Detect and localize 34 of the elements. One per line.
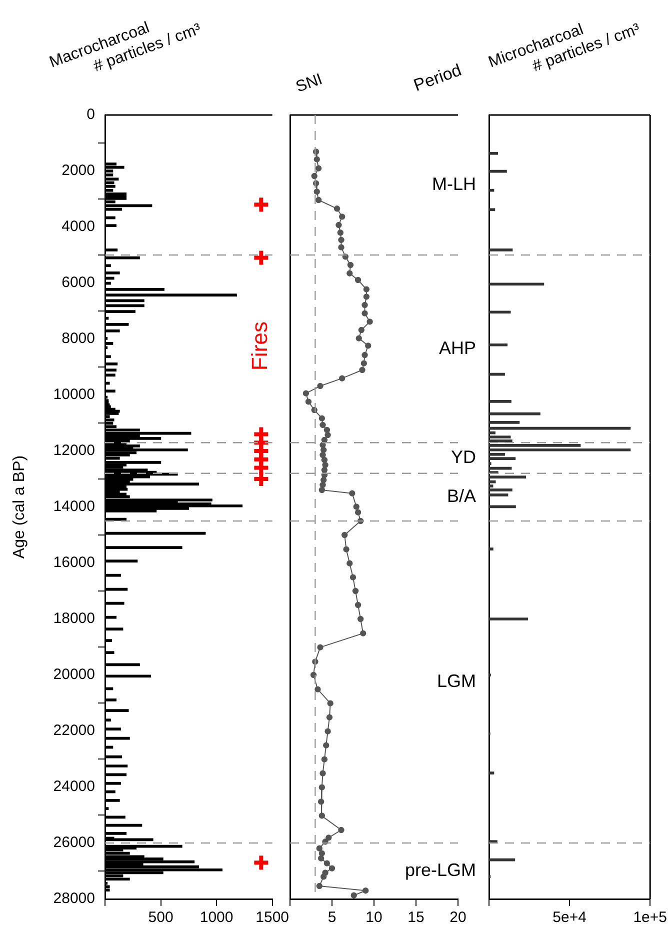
y-tick-label: 24000 [53,778,95,796]
y-tick-label: 2000 [62,162,95,180]
x-tick-label: 500 [148,909,174,926]
y-tick-label: 28000 [53,890,95,908]
annotation: LGM [436,670,476,691]
x-tick-label: 15 [408,909,424,926]
y-tick-label: 22000 [53,722,95,740]
annotation: M-LH [432,174,476,194]
y-tick-label: 26000 [53,834,95,852]
y-tick-label: 8000 [62,330,95,348]
x-tick-label: 1e+5 [633,909,668,926]
x-tick-label: 5 [328,909,336,926]
x-tick-label: 1000 [200,909,234,926]
annotation: pre-LGM [404,860,476,880]
y-tick-label: 12000 [53,442,95,460]
annotation: YD [450,446,476,467]
y-tick-label: 18000 [53,610,95,628]
y-tick-label: 16000 [53,554,95,572]
y-axis-title: Age (cal a BP) [11,455,28,559]
y-tick-label: 6000 [62,274,95,292]
annotation: AHP [438,338,476,358]
y-tick-label: 14000 [53,498,95,516]
y-tick-label: 20000 [53,666,95,684]
x-axis-title: SNI [294,70,326,97]
x-tick-label: 5e+4 [552,909,586,926]
y-tick-label: 4000 [62,218,95,236]
x-tick-label: 1500 [256,909,290,926]
text: Fires [247,322,272,370]
x-tick-label: 20 [450,909,466,926]
y-tick-label: 10000 [53,386,95,404]
annotation: B/A [446,486,476,506]
y-tick-label: 0 [86,106,95,124]
text: Period [411,60,464,96]
x-tick-label: 10 [366,909,382,926]
